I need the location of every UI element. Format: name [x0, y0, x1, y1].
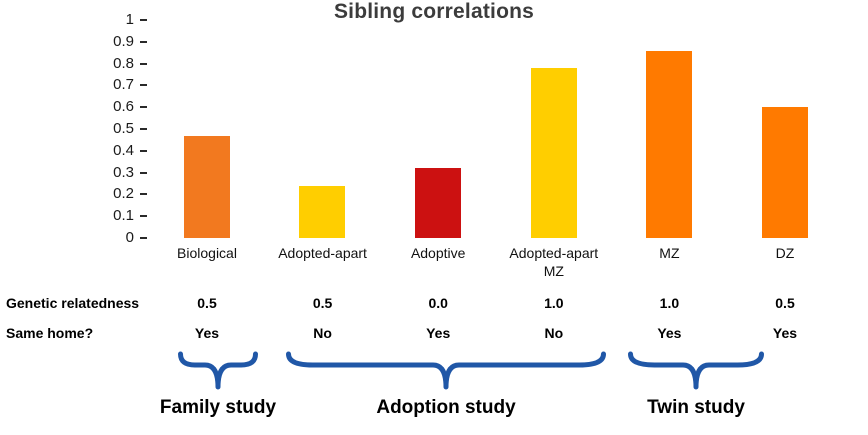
- x-label-adopted-apart-mz: Adopted-apart MZ: [509, 245, 599, 280]
- y-tick-label-0-3: 0.3: [113, 163, 134, 181]
- table-row-label-genetic-relatedness: Genetic relatedness: [6, 295, 140, 311]
- y-tick-mark: [140, 149, 147, 152]
- y-tick-label-0-7: 0.7: [113, 76, 134, 94]
- y-tick-label-0-1: 0.1: [113, 207, 134, 225]
- y-tick-mark: [140, 84, 147, 87]
- group-label-twin-study: Twin study: [647, 397, 745, 418]
- y-tick-label-0-8: 0.8: [113, 54, 134, 72]
- table-cell-0-4: 1.0: [659, 295, 680, 311]
- x-label-biological: Biological: [177, 245, 237, 261]
- y-tick-mark: [140, 106, 147, 109]
- bar-biological: [183, 135, 230, 238]
- table-cell-0-5: 0.5: [775, 295, 795, 311]
- bar-adoptive: [415, 168, 461, 238]
- brace-family-study: [178, 351, 258, 390]
- table-cell-1-2: Yes: [426, 325, 451, 341]
- y-tick-label-1: 1: [125, 11, 134, 28]
- table-cell-0-0: 0.5: [197, 295, 217, 311]
- bar-adopted-apart: [299, 185, 346, 238]
- x-label-adoptive: Adoptive: [410, 245, 466, 261]
- table-cell-1-4: Yes: [657, 325, 682, 341]
- x-label-adopted-apart: Adopted-apart: [278, 245, 367, 261]
- y-tick-label-0: 0: [125, 229, 134, 246]
- table-cell-0-1: 0.5: [312, 295, 333, 311]
- y-tick-label-0-5: 0.5: [113, 120, 134, 137]
- y-tick-label-0-6: 0.6: [113, 98, 134, 116]
- table-row-label-same-home: Same home?: [6, 325, 94, 341]
- table-cell-1-0: Yes: [194, 325, 220, 341]
- y-tick-mark: [140, 237, 147, 239]
- y-tick-mark: [140, 193, 147, 196]
- group-label-adoption-study: Adoption study: [376, 397, 516, 418]
- y-tick-mark: [140, 215, 147, 218]
- y-tick-mark: [140, 128, 147, 130]
- y-tick-mark: [140, 40, 147, 43]
- table-cell-1-3: No: [544, 325, 564, 341]
- y-tick-label-0-9: 0.9: [113, 32, 134, 50]
- brace-adoption-study: [286, 351, 606, 390]
- y-tick-mark: [140, 62, 147, 65]
- y-tick-label-0-2: 0.2: [113, 185, 134, 203]
- x-label-dz: DZ: [775, 245, 795, 261]
- table-cell-0-3: 1.0: [544, 295, 564, 311]
- bar-mz: [646, 50, 693, 238]
- table-cell-1-5: Yes: [772, 325, 798, 341]
- table-cell-0-2: 0.0: [428, 295, 448, 311]
- y-tick-mark: [140, 171, 147, 174]
- brace-twin-study: [628, 351, 764, 390]
- bar-dz: [761, 107, 808, 238]
- bar-adopted-apart-mz: [530, 67, 577, 238]
- y-tick-mark: [140, 19, 147, 21]
- y-tick-label-0-4: 0.4: [113, 141, 134, 159]
- group-label-family-study: Family study: [159, 397, 277, 418]
- table-cell-1-1: No: [313, 325, 332, 341]
- x-label-mz: MZ: [659, 245, 680, 261]
- chart-title: Sibling correlations: [333, 0, 535, 23]
